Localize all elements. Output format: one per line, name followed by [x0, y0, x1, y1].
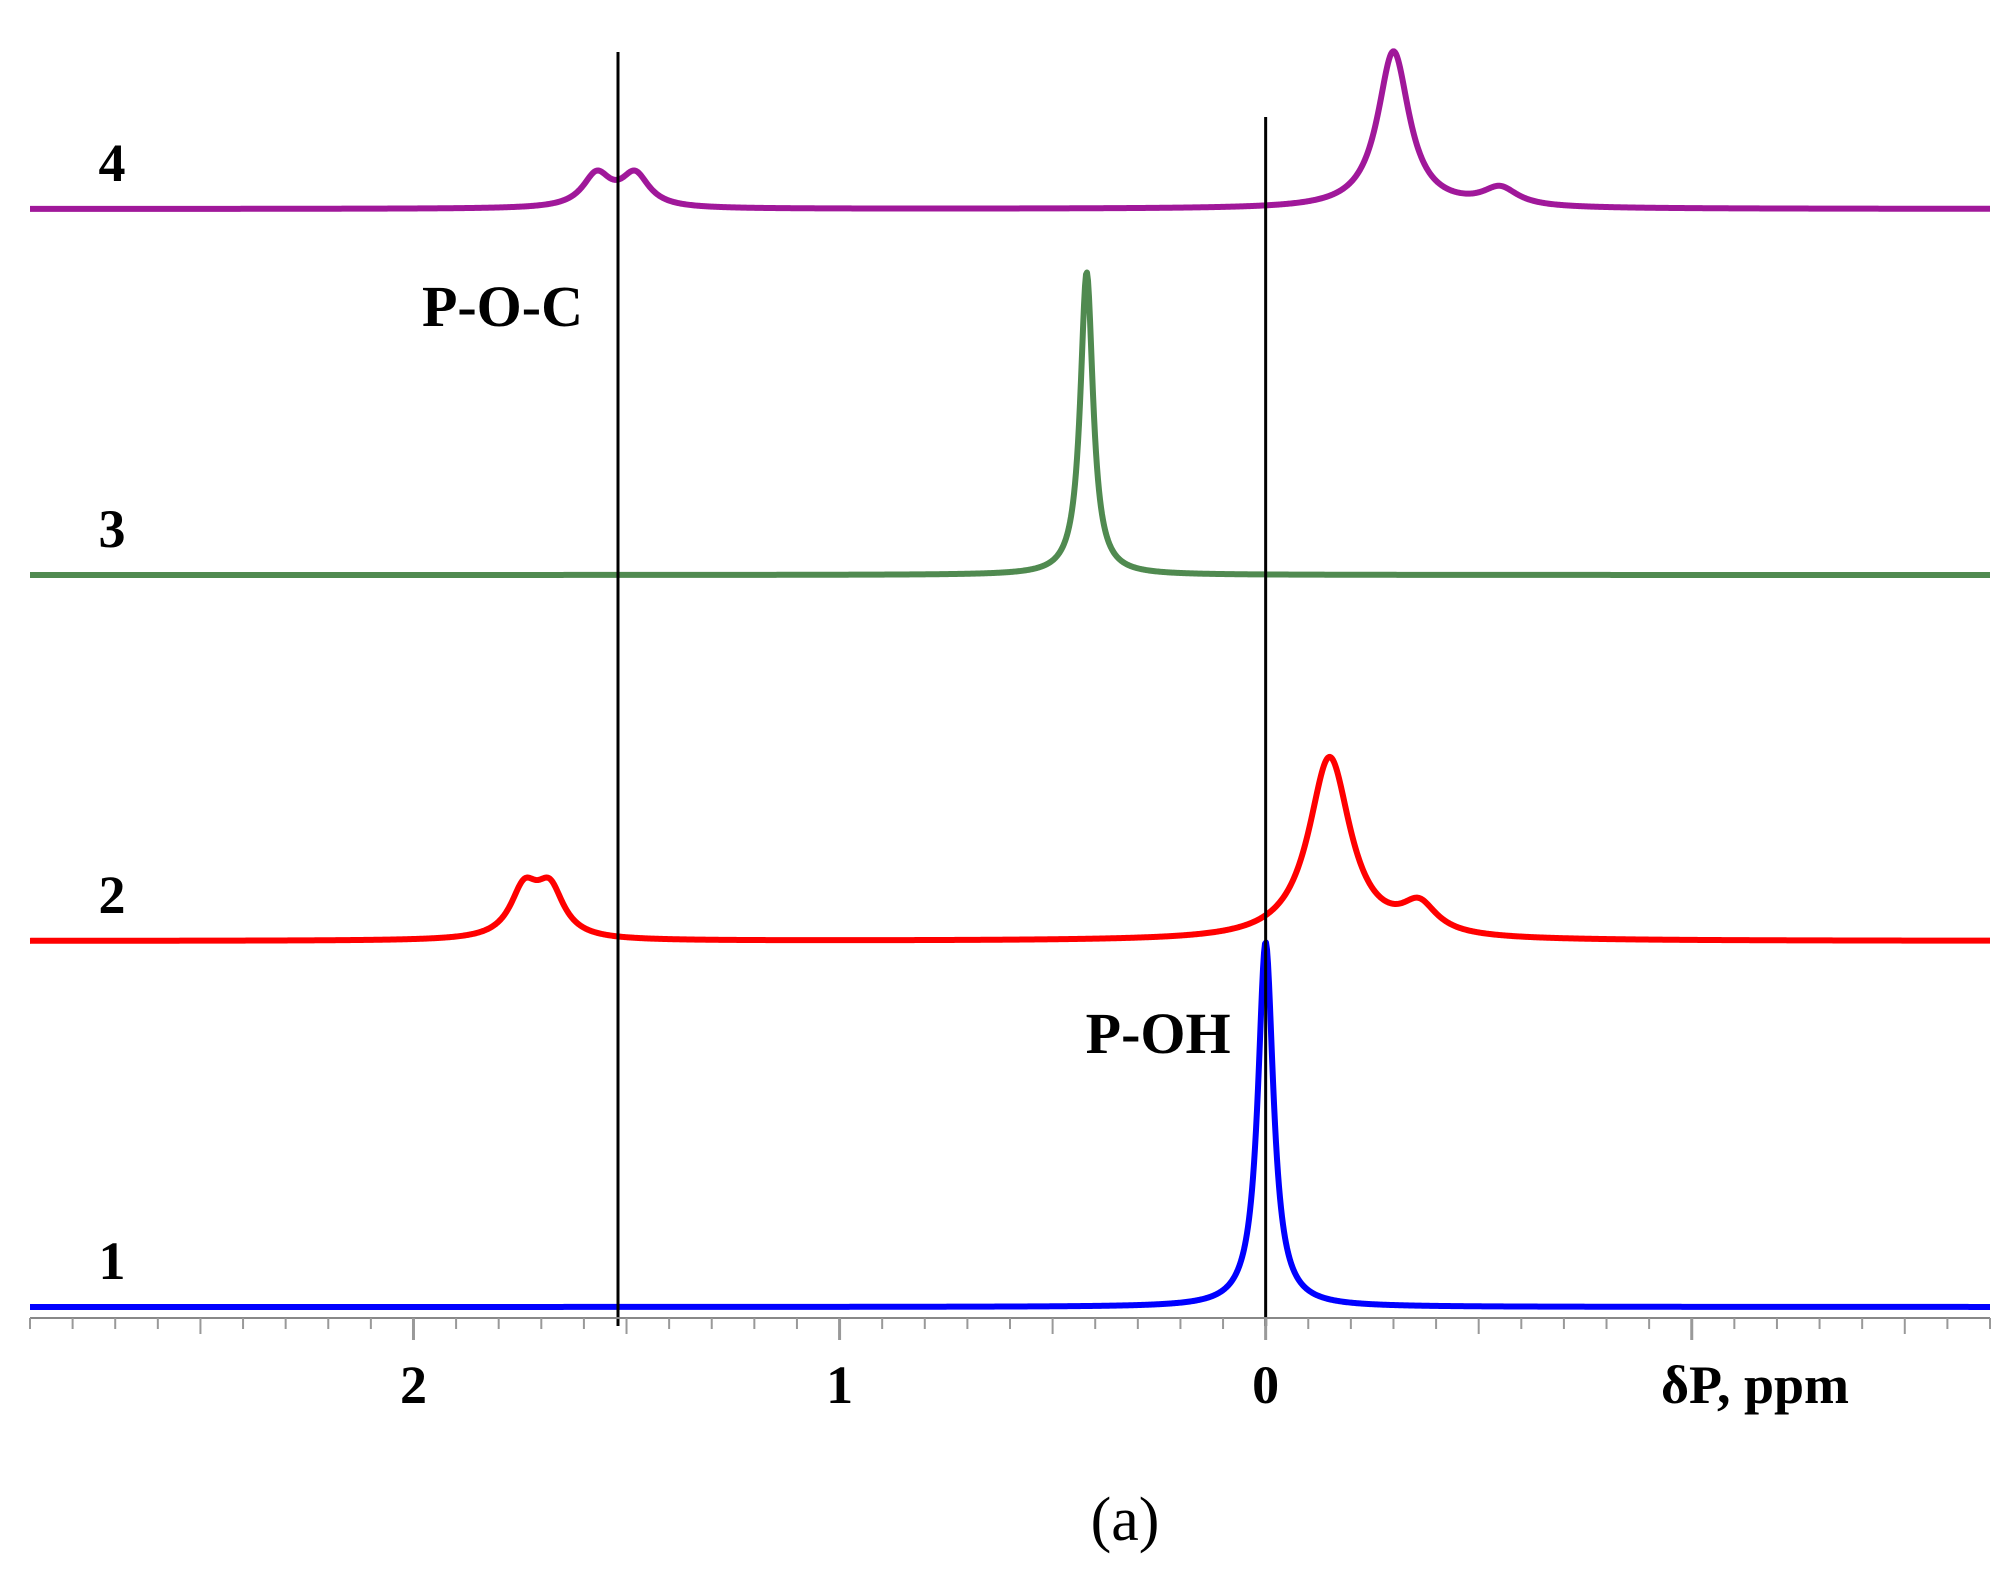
x-tick-label: 1	[826, 1355, 853, 1415]
spectra-traces: 1 2 3 4	[28, 48, 1992, 1310]
spectrum-trace-2	[28, 753, 1992, 944]
spectrum-trace-3	[28, 269, 1992, 578]
reference-lines	[616, 52, 1268, 1326]
trace-label-4: 4	[99, 133, 126, 193]
trace-label-3: 3	[99, 499, 126, 559]
x-tick-label: 2	[400, 1355, 427, 1415]
annotation-p-oh: P-OH	[1086, 1001, 1231, 1066]
annotation-p-o-c: P-O-C	[422, 274, 583, 339]
panel-label: (a)	[1091, 1486, 1160, 1554]
x-axis-label: δP, ppm	[1661, 1355, 1849, 1415]
chart-labels: P-O-C P-OH	[422, 274, 1231, 1066]
x-axis: 2 1 0 δP, ppm (a)	[29, 1317, 1991, 1554]
trace-label-1: 1	[99, 1231, 126, 1291]
spectrum-trace-4	[28, 48, 1992, 212]
trace-label-2: 2	[99, 865, 126, 925]
x-tick-label: 0	[1252, 1355, 1279, 1415]
spectrum-trace-1	[28, 939, 1992, 1310]
